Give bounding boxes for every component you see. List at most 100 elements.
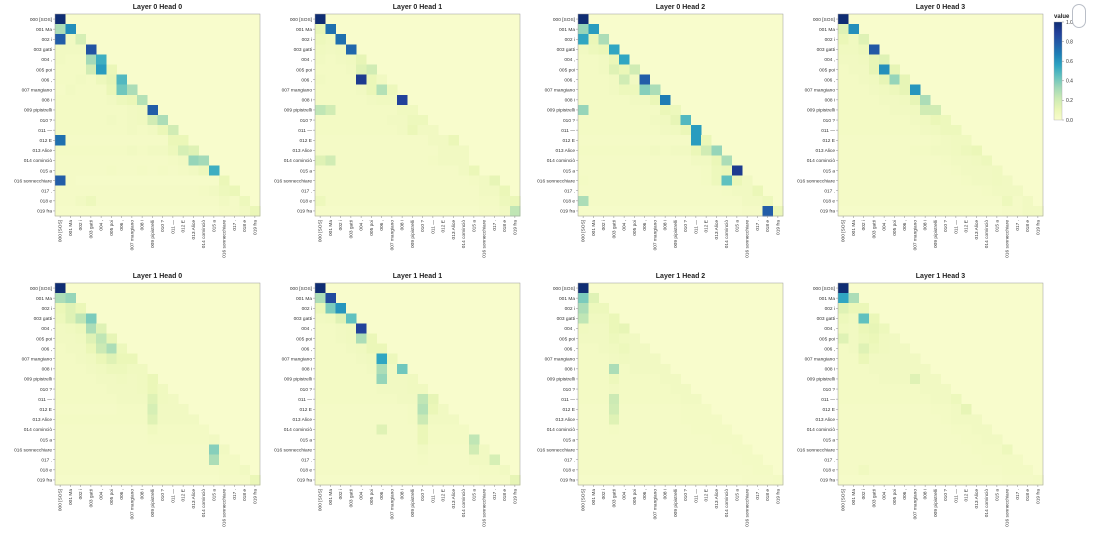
heatmap-cell <box>961 474 972 486</box>
heatmap-cell <box>345 454 357 466</box>
heatmap-cell <box>950 404 962 415</box>
heatmap-cell <box>366 373 377 385</box>
x-tick-label: 005 poi <box>892 489 898 505</box>
y-tick-label: 002 i <box>825 306 835 312</box>
heatmap-cell <box>961 424 972 435</box>
heatmap-cell <box>356 414 367 425</box>
y-tick-label: 016 sonnecchiare <box>14 178 52 184</box>
scrollbar-handle[interactable] <box>1072 4 1086 28</box>
heatmap-cell <box>188 155 199 166</box>
heatmap-cell <box>335 373 346 385</box>
heatmap-cell <box>858 175 869 186</box>
heatmap-cell <box>356 384 367 395</box>
heatmap-cell <box>75 333 86 344</box>
heatmap-cell <box>858 373 869 385</box>
heatmap-cell <box>65 343 76 354</box>
heatmap-cell <box>721 464 732 476</box>
heatmap-cell <box>838 84 849 96</box>
heatmap-cell <box>660 404 671 415</box>
heatmap-cell <box>578 303 589 314</box>
heatmap-cell <box>75 135 86 146</box>
heatmap-cell <box>619 434 630 445</box>
heatmap-cell <box>619 175 630 186</box>
x-tick-label: 004 , <box>882 220 888 231</box>
x-tick-label: 006 , <box>119 220 125 231</box>
heatmap-cell <box>598 155 609 166</box>
heatmap-cell <box>930 155 941 166</box>
heatmap-cell <box>366 125 377 136</box>
legend-tick-label: 0.0 <box>1066 118 1073 124</box>
heatmap-cell <box>376 94 387 106</box>
heatmap-cell <box>608 434 620 445</box>
heatmap-cell <box>598 303 609 314</box>
heatmap-cell <box>868 84 880 96</box>
x-tick-label: 003 gatti <box>88 489 94 507</box>
heatmap-cell <box>325 185 336 197</box>
heatmap-cell <box>315 14 326 25</box>
heatmap-cell <box>85 205 97 217</box>
heatmap-cell <box>325 74 336 85</box>
heatmap-cell <box>167 195 179 207</box>
heatmap-cell <box>660 165 671 176</box>
x-tick-label: 010 ? <box>943 489 949 501</box>
heatmap-cell <box>838 165 849 176</box>
heatmap-cell <box>345 104 357 116</box>
heatmap-cell <box>397 454 408 466</box>
heatmap-cell <box>178 175 189 186</box>
heatmap-cell <box>578 363 589 375</box>
x-tick-label: 016 sonnecchiare <box>222 220 228 258</box>
heatmap-cell <box>325 323 336 334</box>
x-tick-label: 018 e <box>765 220 771 232</box>
heatmap-cell <box>96 185 107 197</box>
heatmap-cell <box>660 394 671 405</box>
heatmap-cell <box>1012 454 1023 466</box>
heatmap-cell <box>106 474 117 486</box>
heatmap-cell <box>126 205 138 217</box>
x-tick-label: 002 i <box>861 489 867 499</box>
heatmap-cell <box>188 145 199 156</box>
heatmap-cell <box>167 145 179 156</box>
heatmap-cell <box>75 94 86 106</box>
heatmap-cell <box>899 454 910 466</box>
heatmap-cell <box>981 155 992 166</box>
heatmap-cell <box>670 135 681 146</box>
heatmap-cell <box>55 145 66 156</box>
heatmap-cell <box>366 394 377 405</box>
x-tick-label: 010 ? <box>160 489 166 501</box>
heatmap-cell <box>157 125 168 136</box>
heatmap-cell <box>376 363 387 375</box>
heatmap-cell <box>848 363 859 375</box>
heatmap-cell <box>619 145 630 156</box>
x-tick-label: 014 cominciò <box>201 489 207 518</box>
heatmap-cell <box>701 145 712 156</box>
heatmap-cell <box>356 104 367 116</box>
heatmap-cell <box>219 464 230 476</box>
y-tick-label: 013 Alice <box>293 148 313 154</box>
heatmap-cell <box>315 343 326 354</box>
heatmap-cell <box>356 424 367 435</box>
heatmap-cell <box>598 343 609 354</box>
heatmap-cell <box>345 353 357 365</box>
heatmap-cell <box>588 293 599 304</box>
y-tick-label: 013 Alice <box>33 148 53 154</box>
heatmap-cell <box>157 195 168 207</box>
heatmap-cell <box>940 424 951 435</box>
heatmap-cell <box>838 313 849 324</box>
heatmap-cell <box>690 185 702 197</box>
heatmap-cell <box>578 283 589 294</box>
x-tick-label: 002 i <box>338 489 344 499</box>
heatmap-cell <box>239 205 250 217</box>
heatmap-cell <box>407 384 418 395</box>
heatmap-cell <box>386 454 398 466</box>
heatmap-cell <box>598 74 609 85</box>
heatmap-cell <box>961 135 972 146</box>
heatmap-cell <box>909 175 921 186</box>
y-tick-label: 010 ? <box>40 118 52 124</box>
heatmap-cell <box>629 84 640 96</box>
heatmap-cell <box>608 454 620 466</box>
heatmap-cell <box>178 464 189 476</box>
x-tick-label: 001 Ma <box>68 220 74 236</box>
heatmap-cell <box>578 353 589 365</box>
x-tick-label: 007 mangiano <box>389 489 395 520</box>
